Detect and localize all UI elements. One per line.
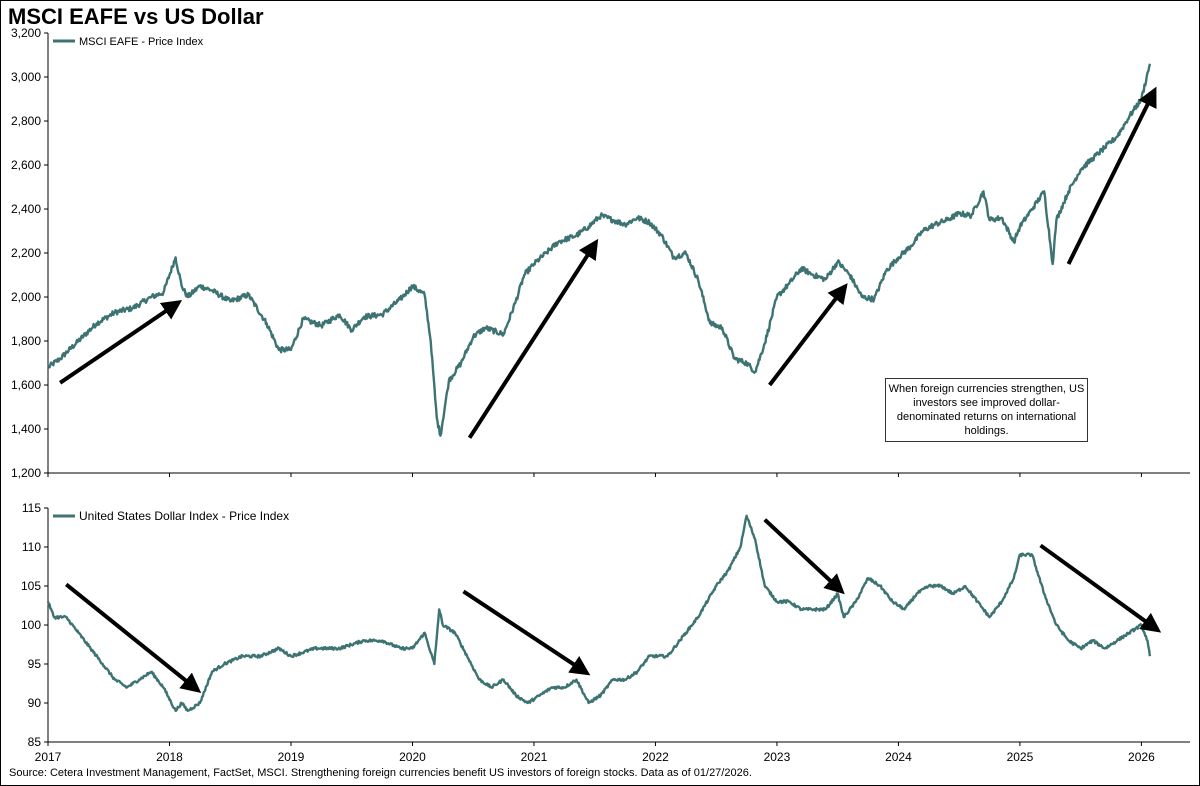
x-tick-label: 2024 [885, 750, 912, 764]
y-tick-label: 90 [28, 696, 42, 710]
x-tick-label: 2017 [35, 750, 62, 764]
y-tick-label: 2,000 [11, 290, 41, 304]
x-tick-label: 2022 [642, 750, 669, 764]
trend-arrow [64, 582, 202, 693]
y-tick-label: 105 [21, 579, 41, 593]
trend-arrow [467, 238, 599, 439]
trend-arrow [1039, 543, 1162, 633]
y-tick-label: 85 [28, 735, 42, 749]
y-tick-label: 3,200 [11, 26, 41, 40]
y-tick-label: 3,000 [11, 70, 41, 84]
y-tick-label: 110 [22, 540, 41, 554]
y-tick-label: 1,200 [11, 466, 41, 480]
y-tick-label: 100 [21, 618, 41, 632]
callout-box: When foreign currencies strengthen, US i… [885, 378, 1088, 442]
trend-arrow [59, 300, 183, 385]
chart-title: MSCI EAFE vs US Dollar [8, 4, 264, 29]
source-note: Source: Cetera Investment Management, Fa… [9, 767, 752, 779]
trend-arrow [768, 283, 848, 387]
y-tick-label: 1,600 [11, 378, 41, 392]
y-tick-label: 1,800 [11, 334, 41, 348]
trend-arrow [462, 589, 591, 676]
y-tick-label: 95 [28, 657, 42, 671]
x-tick-label: 2020 [399, 750, 426, 764]
x-tick-label: 2023 [764, 750, 791, 764]
y-tick-label: 2,600 [11, 158, 41, 172]
series-line [46, 514, 1152, 712]
x-tick-label: 2025 [1007, 750, 1034, 764]
x-tick-label: 2021 [521, 750, 548, 764]
legend-label: United States Dollar Index - Price Index [79, 509, 289, 523]
x-tick-label: 2026 [1128, 750, 1155, 764]
x-tick-label: 2019 [278, 750, 305, 764]
trend-arrow [1066, 86, 1157, 265]
trend-arrow [763, 518, 845, 595]
y-tick-label: 2,400 [11, 202, 41, 216]
y-tick-label: 2,800 [11, 114, 41, 128]
y-tick-label: 1,400 [11, 422, 41, 436]
legend-label: MSCI EAFE - Price Index [79, 36, 204, 48]
series-line [46, 63, 1152, 437]
y-tick-label: 2,200 [11, 246, 41, 260]
x-tick-label: 2018 [156, 750, 183, 764]
y-tick-label: 115 [22, 501, 41, 515]
